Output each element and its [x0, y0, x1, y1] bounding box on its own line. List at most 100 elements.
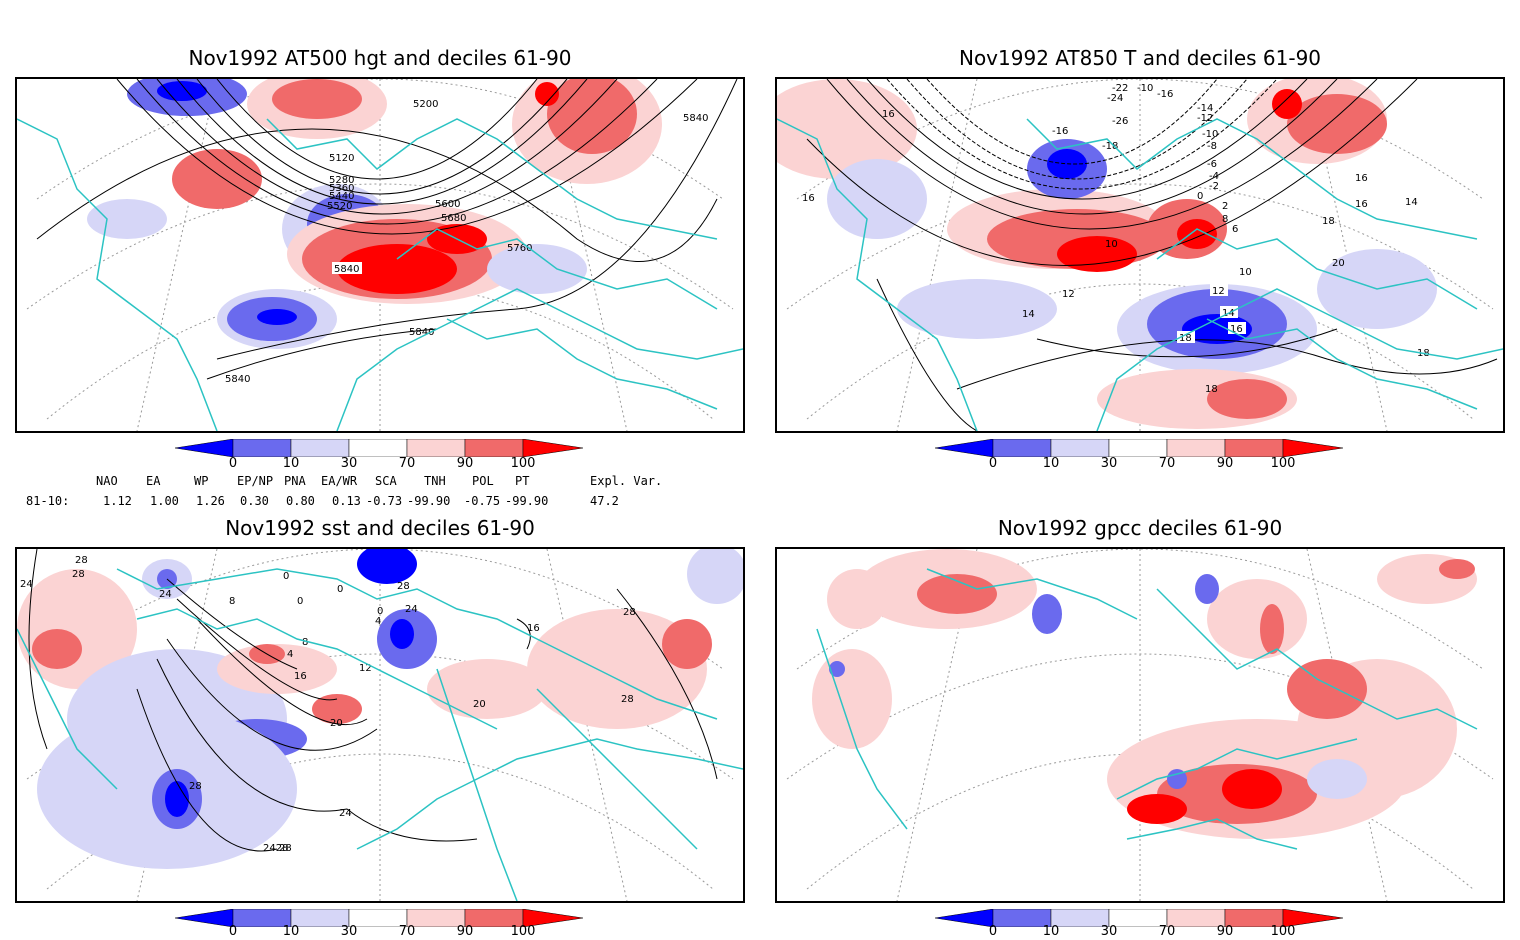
contour-label: 5840 — [225, 374, 250, 385]
map-sst: 24 28 24 8 0 0 0 4 8 12 16 20 24 28 28 2… — [15, 547, 745, 903]
contour-label: 5360 — [329, 183, 354, 194]
colorbar-tick-label: 10 — [1042, 924, 1060, 939]
index-header: Expl. Var. — [590, 474, 663, 488]
contour-label: 12 — [359, 663, 372, 674]
panel-title-gpcc: Nov1992 gpcc deciles 61-90 — [997, 516, 1283, 540]
contour-label: -6 — [1207, 159, 1217, 170]
contour-label: -16 — [1052, 126, 1068, 137]
index-header: EA — [146, 474, 161, 488]
index-header: EA/WR — [321, 474, 358, 488]
colorbar-tick-label: 30 — [340, 456, 358, 471]
contour-label: -26 — [1112, 116, 1128, 127]
contour-label: 28 — [623, 607, 636, 618]
colorbar-tick-label: 30 — [1100, 924, 1118, 939]
contour-label: 16 — [527, 623, 540, 634]
index-value: 47.2 — [590, 494, 619, 508]
index-value: 0.30 — [240, 494, 269, 508]
contour-label: 0 — [1197, 191, 1203, 202]
contour-label: 28 — [621, 694, 634, 705]
contour-label: 8 — [302, 637, 308, 648]
colorbar-tick-label: 0 — [228, 924, 238, 939]
contour-label: 4 — [375, 616, 381, 627]
contour-label: 5600 — [435, 199, 460, 210]
contour-label: 14 — [1405, 197, 1418, 208]
colorbar-tick-label: 10 — [282, 924, 300, 939]
index-header: PT — [515, 474, 530, 488]
contour-label: 5760 — [507, 243, 532, 254]
contour-label: 5520 — [327, 201, 352, 212]
contour-label: 24 — [159, 589, 172, 600]
contour-label: 18 — [1205, 384, 1218, 395]
index-header: EP/NP — [237, 474, 274, 488]
contour-label: -24 — [1107, 93, 1123, 104]
index-row-label: 81-10: — [26, 494, 70, 508]
contour-label: 14 — [1022, 309, 1035, 320]
panel-title-t850: Nov1992 AT850 T and deciles 61-90 — [958, 46, 1322, 70]
contour-label: 5440 — [329, 191, 354, 202]
contour-label: 5280 — [329, 175, 354, 186]
colorbar-gpcc-graphic — [934, 908, 1344, 928]
index-value: 1.26 — [196, 494, 225, 508]
index-value: -0.73 — [366, 494, 403, 508]
contour-label: 8 — [229, 596, 235, 607]
colorbar-tick-label: 90 — [456, 924, 474, 939]
contour-label: 28 — [397, 581, 410, 592]
panel-title-sst: Nov1992 sst and deciles 61-90 — [225, 516, 535, 540]
hgt-map-graphic: 5200 5120 5280 5360 5440 5520 5600 5680 … — [17, 79, 743, 431]
contour-label: 5200 — [413, 99, 438, 110]
colorbar-tick-label: 70 — [398, 924, 416, 939]
colorbar-tick-label: 70 — [398, 456, 416, 471]
contour-label: -22 — [1112, 83, 1128, 94]
contour-label: 5680 — [441, 213, 466, 224]
contour-label: 18 — [1179, 333, 1192, 344]
contour-label: 2 — [1222, 201, 1228, 212]
contour-label: 16 — [1230, 324, 1243, 335]
index-value: 1.12 — [103, 494, 132, 508]
colorbar-tick-label: 90 — [456, 456, 474, 471]
contour-label: -2 — [1209, 181, 1219, 192]
contour-label: 0 — [297, 596, 303, 607]
contour-label: 16 — [882, 109, 895, 120]
index-value: -99.90 — [407, 494, 451, 508]
colorbar-hgt-graphic — [174, 438, 584, 458]
colorbar-tick-label: 10 — [1042, 456, 1060, 471]
contour-label: 28 — [189, 781, 202, 792]
contour-label: 5840 — [683, 113, 708, 124]
index-value: -99.90 — [505, 494, 549, 508]
colorbar-tick-label: 70 — [1158, 924, 1176, 939]
contour-label: 6 — [1232, 224, 1238, 235]
contour-label: 20 — [330, 718, 343, 729]
contour-label: 5120 — [329, 153, 354, 164]
contour-label: 0 — [377, 606, 383, 617]
contour-label: 4 — [287, 649, 293, 660]
colorbar-t850: 0 10 30 70 90 100 — [934, 438, 1345, 475]
contour-label: 20 — [1332, 258, 1345, 269]
map-gpcc — [775, 547, 1505, 903]
colorbar-tick-label: 0 — [228, 456, 238, 471]
contour-label: 10 — [1239, 267, 1252, 278]
contour-label: 20 — [473, 699, 486, 710]
colorbar-t850-graphic — [934, 438, 1344, 458]
contour-label: -16 — [1157, 89, 1173, 100]
sst-map-graphic: 24 28 24 8 0 0 0 4 8 12 16 20 24 28 28 2… — [17, 549, 743, 901]
colorbar-tick-label: 100 — [510, 924, 536, 939]
contour-label: 28 — [279, 843, 292, 854]
colorbar-tick-label: 70 — [1158, 456, 1176, 471]
index-header: PNA — [284, 474, 306, 488]
contour-label: 0 — [283, 571, 289, 582]
contour-label: 5840 — [409, 327, 434, 338]
colorbar-sst-graphic — [174, 908, 584, 928]
colorbar-tick-label: 0 — [988, 456, 998, 471]
contour-label: 16 — [294, 671, 307, 682]
contour-label: -18 — [1102, 141, 1118, 152]
sst-contour-labels: 24 28 24 8 0 0 0 4 8 12 16 20 24 28 28 2… — [20, 555, 636, 854]
panel-title-hgt: Nov1992 AT500 hgt and deciles 61-90 — [188, 46, 572, 70]
contour-label: -14 — [1197, 103, 1213, 114]
contour-label: 2428 — [263, 843, 288, 854]
colorbar-tick-label: 90 — [1216, 456, 1234, 471]
contour-label: 18 — [1322, 216, 1335, 227]
index-header: WP — [194, 474, 209, 488]
contour-label: 12 — [1212, 286, 1225, 297]
contour-label: 28 — [75, 555, 88, 566]
contour-label: 16 — [1355, 199, 1368, 210]
